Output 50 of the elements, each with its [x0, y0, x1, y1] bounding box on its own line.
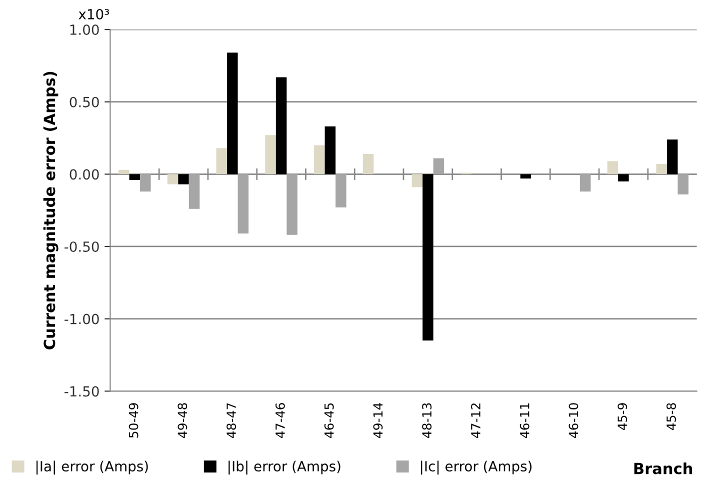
bar: [520, 174, 532, 179]
bar: [265, 135, 276, 174]
x-tick-label: 47-12: [470, 404, 480, 438]
y-tick-label: -1.50: [64, 386, 99, 397]
bar: [666, 139, 678, 174]
bar: [607, 161, 618, 174]
y-axis-title: Current magnitude error (Amps): [43, 72, 58, 350]
bar: [188, 174, 200, 209]
bar: [324, 126, 336, 174]
x-tick-label: 48-13: [422, 403, 432, 438]
x-tick-label: 50-49: [128, 403, 138, 438]
y-tick-label: -1.00: [64, 314, 99, 324]
bar: [678, 174, 688, 194]
bar: [336, 174, 346, 208]
legend-label: |Ib| error (Amps): [228, 460, 340, 475]
text: x10³: [78, 8, 109, 20]
bar: [618, 174, 629, 182]
bar: [433, 158, 444, 174]
y-tick-label: 0.00: [70, 169, 99, 180]
bar: [314, 145, 325, 174]
bar: [422, 174, 434, 341]
x-tick-label: 45-8: [666, 403, 676, 430]
bar: [362, 154, 374, 174]
x-axis-title: Branch: [634, 462, 692, 474]
bar: [656, 164, 667, 174]
bar: [178, 174, 189, 184]
x-tick-label: 45-9: [618, 403, 628, 430]
legend-label: |Ic| error (Amps): [421, 460, 532, 475]
x-tick-label: 46-45: [324, 403, 334, 438]
y-tick-label: 0.50: [70, 96, 99, 108]
bar: [167, 174, 178, 184]
bar: [140, 174, 151, 192]
bar: [238, 174, 249, 234]
x-tick-label: 46-11: [520, 403, 530, 438]
bar: [580, 174, 591, 192]
bar: [227, 52, 238, 174]
x-tick-label: 46-10: [568, 403, 578, 438]
x-tick-label: 48-47: [226, 403, 236, 438]
bar: [276, 77, 287, 174]
y-tick-label: 1.00: [70, 24, 99, 35]
x-tick-label: 47-46: [275, 403, 285, 438]
bar: [129, 174, 140, 180]
y-tick-label: -0.50: [64, 241, 99, 252]
bar: [412, 174, 423, 188]
bar: [216, 148, 228, 174]
legend-label: |Ia| error (Amps): [36, 460, 148, 475]
x-tick-label: 49-48: [178, 403, 188, 438]
bar: [286, 174, 298, 235]
x-tick-label: 49-14: [373, 402, 383, 438]
bar: [118, 170, 130, 174]
